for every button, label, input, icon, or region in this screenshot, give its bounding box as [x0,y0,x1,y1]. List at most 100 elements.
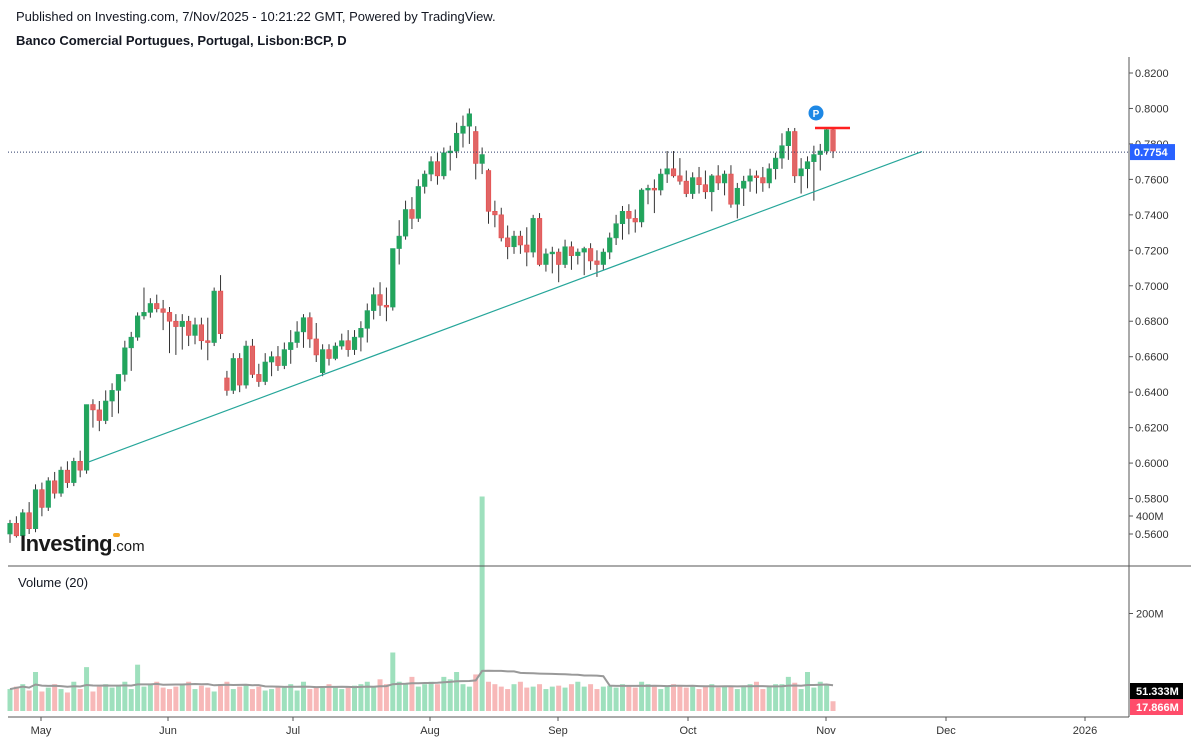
logo-suffix-text: .com [112,538,145,555]
candle-body [390,248,396,308]
volume-bar [658,689,664,711]
candle-body [670,168,677,177]
volume-bar [434,684,440,711]
candle-body [147,303,153,313]
candle-body [198,324,205,342]
candle-body [224,377,230,391]
volume-bar [428,681,434,711]
candle-body [186,320,192,336]
volume-bar [498,686,504,711]
candle-body [249,345,256,375]
candle-body [479,154,485,164]
volume-bar [294,690,300,711]
volume-bar [741,686,747,711]
volume-bar [154,681,160,711]
candle-body [485,170,492,212]
volume-bar [109,687,115,711]
candle-body [96,409,102,421]
candle-body [13,523,19,537]
candle-body [798,168,804,177]
candle-body [230,358,236,391]
volume-tick-label: 200M [1136,609,1164,621]
volume-bar [773,684,779,711]
volume-bar [390,652,396,711]
volume-ma-tag [1130,699,1183,715]
volume-bar [403,684,409,711]
candle-body [785,131,791,146]
volume-bar [486,681,491,711]
volume-bar [588,684,594,711]
candle-body [811,154,817,162]
candle-body [77,461,83,471]
candle-body [600,251,606,265]
candle-body [115,374,122,391]
overlays: 0.7754 P 51.333M 17.866M [8,105,1183,715]
volume-bar [218,684,224,711]
time-tick-label: 2026 [1073,725,1097,737]
candle-body [453,132,460,152]
volume-bar [805,672,810,711]
volume-bar [313,686,319,711]
volume-bar [128,689,134,711]
candle-body [728,173,734,205]
candle-body [192,324,198,336]
volume-bar [792,682,798,711]
price-tick-label: 0.5600 [1135,529,1169,541]
volume-bar [581,686,587,711]
price-tick-label: 0.7600 [1135,174,1169,186]
volume-bar [671,684,677,711]
volume-bar [753,681,759,711]
candles [7,108,836,543]
volume-bars [7,496,836,711]
candle-body [20,512,26,537]
volume-bar [524,687,530,711]
candle-body [536,218,543,265]
volume-bar [594,689,600,711]
volume-bar [320,687,326,711]
volume-bar [45,687,51,711]
candle-body [683,180,689,194]
candle-body [371,294,377,311]
volume-bar [543,689,549,711]
volume-bar [568,684,574,711]
volume-bar [683,687,689,711]
volume-bar [339,689,345,711]
candle-body [824,129,830,152]
price-tick-label: 0.6000 [1135,458,1169,470]
price-tick-label: 0.6800 [1135,316,1169,328]
candle-body [281,349,287,366]
candle-body [709,175,715,193]
volume-last-tag-label: 51.333M [1136,686,1179,698]
candle-body [639,189,645,223]
candle-body [473,131,479,164]
time-tick-label: Jul [286,725,300,737]
volume-bar [77,689,83,711]
candle-body [7,523,13,535]
volume-bar [549,686,555,711]
volume-bar [639,681,645,711]
volume-bar [173,686,179,711]
candle-body [702,184,709,193]
candle-body [396,235,402,249]
candle-body [358,328,364,338]
candle-body [377,294,383,306]
published-caption: Published on Investing.com, 7/Nov/2025 -… [16,9,496,24]
volume-bar [479,496,485,711]
price-tick-label: 0.7400 [1135,210,1169,222]
volume-bar [198,685,204,711]
volume-bar [160,687,166,711]
candle-body [90,404,96,411]
volume-bar [817,681,823,711]
volume-bar [811,687,817,711]
candle-body [619,211,626,225]
candle-body [817,150,823,155]
candle-body [594,260,600,265]
volume-bar [243,684,249,711]
volume-bar [645,684,651,711]
last-price-tag-label: 0.7754 [1134,147,1169,159]
candle-body [71,461,77,483]
pivot-marker-label: P [813,109,820,120]
volume-bar [664,686,670,711]
candle-body [530,218,536,253]
